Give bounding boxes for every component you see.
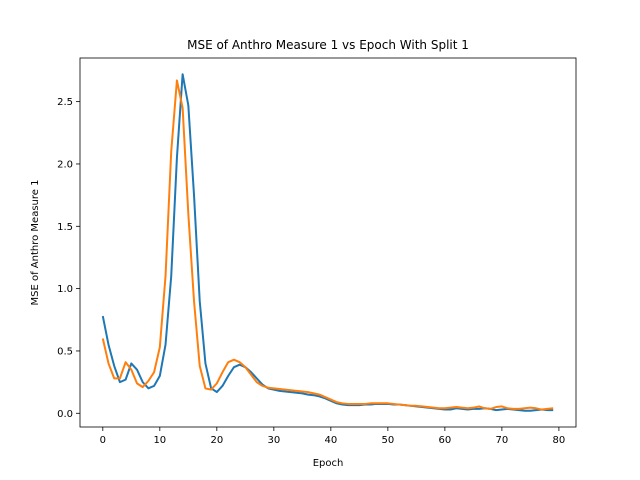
y-tick-label: 2.0 xyxy=(57,159,73,170)
x-tick-label: 30 xyxy=(267,435,280,446)
x-ticks: 0 10 20 30 40 50 60 70 80 xyxy=(100,427,566,446)
y-tick-label: 1.0 xyxy=(57,284,73,295)
series-line-1 xyxy=(101,73,554,412)
y-tick-label: 0.5 xyxy=(57,346,73,357)
series-line-2 xyxy=(101,79,554,411)
plot-frame xyxy=(79,57,577,428)
x-axis-label: Epoch xyxy=(313,458,344,469)
y-tick-label: 0.0 xyxy=(57,409,73,420)
y-axis-label: MSE of Anthro Measure 1 xyxy=(30,180,41,306)
x-tick-label: 10 xyxy=(153,435,166,446)
y-tick-label: 1.5 xyxy=(57,222,73,233)
x-tick-label: 0 xyxy=(100,435,106,446)
x-tick-label: 40 xyxy=(324,435,337,446)
x-tick-label: 20 xyxy=(210,435,223,446)
series-layer xyxy=(101,73,554,412)
x-tick-label: 80 xyxy=(553,435,566,446)
y-tick-label: 2.5 xyxy=(57,97,73,108)
y-ticks: 0.0 0.5 1.0 1.5 2.0 2.5 xyxy=(57,97,80,420)
chart-title: MSE of Anthro Measure 1 vs Epoch With Sp… xyxy=(187,38,469,52)
x-tick-label: 70 xyxy=(496,435,509,446)
x-tick-label: 60 xyxy=(439,435,452,446)
x-tick-label: 50 xyxy=(381,435,394,446)
